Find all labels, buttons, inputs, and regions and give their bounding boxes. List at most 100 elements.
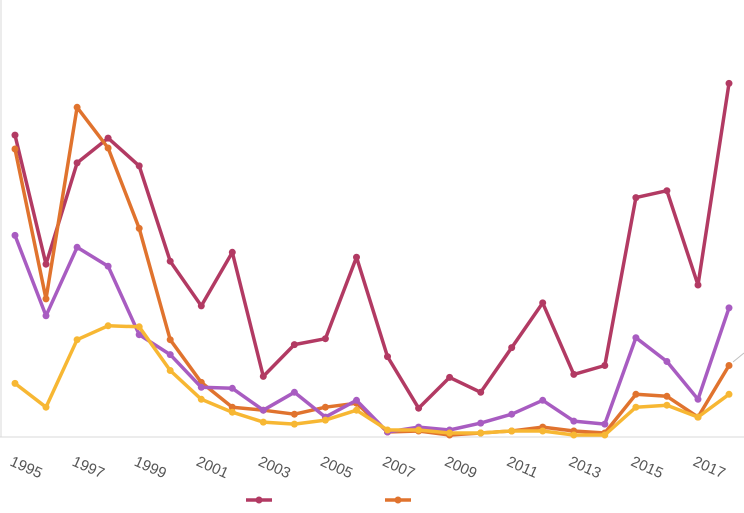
data-point (570, 370, 578, 378)
data-point (197, 383, 205, 391)
data-point (166, 257, 174, 265)
data-point (73, 336, 81, 344)
x-tick-label: 2003 (256, 453, 293, 482)
data-point (663, 187, 671, 195)
data-point (197, 395, 205, 403)
x-tick-label: 2009 (442, 453, 479, 482)
data-point (104, 322, 112, 330)
data-point (228, 408, 236, 416)
data-point (663, 358, 671, 365)
data-point (539, 427, 547, 435)
data-point (290, 388, 298, 396)
data-point (663, 392, 671, 400)
series-layer (11, 79, 733, 439)
data-point (42, 260, 50, 268)
data-point (446, 373, 454, 381)
data-point (166, 336, 174, 344)
data-point (290, 341, 298, 349)
data-point (632, 390, 640, 398)
data-point (725, 362, 733, 369)
data-point (570, 417, 578, 425)
x-tick-label: 2015 (628, 453, 665, 482)
data-point (73, 103, 81, 111)
x-tick-label: 2005 (318, 453, 355, 482)
data-point (290, 410, 298, 418)
data-point (11, 379, 19, 387)
data-point (601, 362, 609, 369)
series-3-line (13, 234, 731, 434)
data-point (135, 323, 143, 331)
data-point (539, 396, 547, 404)
data-point (353, 396, 360, 404)
data-point (259, 418, 267, 426)
data-point (601, 420, 609, 428)
data-point (539, 299, 547, 307)
data-point (42, 312, 50, 320)
data-point (632, 334, 640, 342)
data-point (694, 413, 702, 421)
data-point (725, 79, 733, 87)
data-point (725, 304, 733, 312)
data-point (11, 145, 19, 153)
data-point (166, 351, 174, 359)
data-point (663, 401, 671, 409)
data-point (104, 262, 112, 270)
data-point (477, 419, 485, 427)
data-point (508, 427, 516, 435)
x-tick-label: 1999 (132, 453, 169, 482)
data-point (259, 406, 267, 414)
data-point (228, 248, 236, 256)
data-point (477, 429, 485, 437)
data-point (135, 331, 143, 339)
series-2 (11, 103, 733, 439)
data-point (321, 403, 329, 411)
data-point (384, 353, 391, 361)
data-point (135, 162, 143, 170)
data-point (166, 367, 174, 374)
x-tick-label: 1995 (7, 453, 44, 482)
series-1 (11, 79, 733, 412)
data-point (42, 295, 50, 303)
data-point (11, 231, 19, 239)
data-point (353, 406, 360, 414)
data-point (197, 302, 205, 310)
data-point (11, 131, 19, 139)
data-point (290, 420, 298, 428)
data-point (104, 144, 112, 152)
data-point (73, 243, 81, 251)
data-point (228, 384, 236, 392)
x-tick-label: 2001 (194, 453, 231, 482)
data-point (725, 390, 733, 398)
data-point (321, 335, 329, 343)
series-4-line (13, 324, 731, 437)
data-point (570, 431, 578, 439)
legend (246, 496, 411, 504)
data-point (228, 403, 236, 411)
data-point (384, 426, 391, 434)
data-point (446, 429, 454, 437)
x-tick-label: 2013 (566, 453, 603, 482)
data-point (477, 388, 485, 396)
x-tick-label: 2007 (380, 453, 417, 482)
x-tick-label: 2011 (504, 453, 540, 482)
series-4 (11, 322, 733, 439)
data-point (353, 253, 360, 261)
data-point (632, 194, 640, 202)
data-point (42, 403, 50, 411)
data-point (632, 403, 640, 411)
data-point (694, 395, 702, 403)
data-point (415, 404, 423, 412)
axis-corner-mark (732, 352, 744, 363)
data-point (321, 416, 329, 424)
x-tick-labels: 1995 1997 1999 2001 2003 2005 2007 2009 2011 2013… (7, 453, 727, 482)
legend-marker-1 (255, 496, 263, 504)
x-tick-label: 1997 (69, 453, 106, 482)
x-tick-label: 2017 (690, 453, 727, 482)
data-point (508, 410, 516, 418)
data-point (415, 426, 423, 434)
data-point (508, 344, 516, 352)
series-1-line (13, 83, 731, 410)
data-point (104, 134, 112, 142)
